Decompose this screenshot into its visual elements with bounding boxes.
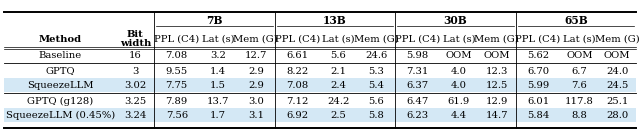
Text: OOM: OOM: [566, 51, 593, 60]
Text: 24.0: 24.0: [606, 67, 628, 76]
Text: 6.01: 6.01: [527, 96, 549, 105]
Text: PPL (C4): PPL (C4): [395, 34, 440, 44]
Text: 6.7: 6.7: [572, 67, 588, 76]
Text: 16: 16: [129, 51, 141, 60]
Text: 13B: 13B: [323, 15, 347, 27]
Text: 7.6: 7.6: [572, 81, 588, 89]
Bar: [4, 78, 636, 92]
Text: 6.47: 6.47: [406, 96, 429, 105]
Text: 3.0: 3.0: [248, 96, 264, 105]
Text: 5.62: 5.62: [527, 51, 549, 60]
Text: Lat (s): Lat (s): [563, 34, 596, 44]
Text: 14.7: 14.7: [485, 110, 508, 119]
Text: 2.9: 2.9: [248, 81, 264, 89]
Text: 5.8: 5.8: [368, 110, 384, 119]
Text: 4.4: 4.4: [451, 110, 467, 119]
Text: 3.24: 3.24: [124, 110, 147, 119]
Text: 5.84: 5.84: [527, 110, 549, 119]
Text: 6.61: 6.61: [286, 51, 308, 60]
Text: 30B: 30B: [444, 15, 467, 27]
Text: 3: 3: [132, 67, 138, 76]
Bar: [4, 108, 636, 122]
Text: SqueezeLLM (0.45%): SqueezeLLM (0.45%): [6, 110, 115, 120]
Text: 3.25: 3.25: [124, 96, 147, 105]
Text: 7.31: 7.31: [406, 67, 429, 76]
Text: 12.3: 12.3: [486, 67, 508, 76]
Text: 61.9: 61.9: [448, 96, 470, 105]
Text: 2.9: 2.9: [248, 67, 264, 76]
Text: 7.08: 7.08: [166, 51, 188, 60]
Text: 8.8: 8.8: [572, 110, 588, 119]
Text: OOM: OOM: [445, 51, 472, 60]
Text: 7.75: 7.75: [166, 81, 188, 89]
Text: 3.02: 3.02: [124, 81, 147, 89]
Text: 3.1: 3.1: [248, 110, 264, 119]
Text: 1.4: 1.4: [210, 67, 226, 76]
Text: 8.22: 8.22: [286, 67, 308, 76]
Text: GPTQ (g128): GPTQ (g128): [27, 96, 93, 106]
Text: GPTQ: GPTQ: [45, 67, 75, 76]
Text: SqueezeLLM: SqueezeLLM: [27, 81, 93, 89]
Text: 12.5: 12.5: [486, 81, 508, 89]
Text: 9.55: 9.55: [166, 67, 188, 76]
Text: 2.5: 2.5: [331, 110, 346, 119]
Text: PPL (C4): PPL (C4): [275, 34, 320, 44]
Text: 7.12: 7.12: [286, 96, 308, 105]
Text: PPL (C4): PPL (C4): [515, 34, 561, 44]
Text: 6.92: 6.92: [286, 110, 308, 119]
Text: 24.5: 24.5: [606, 81, 628, 89]
Text: 5.3: 5.3: [368, 67, 384, 76]
Text: 5.4: 5.4: [368, 81, 384, 89]
Text: 1.5: 1.5: [210, 81, 226, 89]
Text: 7.89: 7.89: [166, 96, 188, 105]
Text: Lat (s): Lat (s): [443, 34, 476, 44]
Text: 24.6: 24.6: [365, 51, 387, 60]
Text: OOM: OOM: [604, 51, 630, 60]
Text: 7.56: 7.56: [166, 110, 188, 119]
Text: 12.7: 12.7: [244, 51, 267, 60]
Text: Method: Method: [38, 34, 82, 44]
Text: 6.37: 6.37: [406, 81, 429, 89]
Text: 13.7: 13.7: [207, 96, 229, 105]
Text: 25.1: 25.1: [606, 96, 628, 105]
Text: 2.1: 2.1: [330, 67, 346, 76]
Text: Mem (G): Mem (G): [595, 34, 639, 44]
Text: Lat (s): Lat (s): [202, 34, 234, 44]
Text: 5.6: 5.6: [331, 51, 346, 60]
Text: Baseline: Baseline: [38, 51, 82, 60]
Text: 6.23: 6.23: [406, 110, 429, 119]
Text: 5.99: 5.99: [527, 81, 549, 89]
Text: 12.9: 12.9: [486, 96, 508, 105]
Text: 5.98: 5.98: [406, 51, 429, 60]
Text: OOM: OOM: [483, 51, 510, 60]
Text: 3.2: 3.2: [210, 51, 226, 60]
Text: 28.0: 28.0: [606, 110, 628, 119]
Text: 117.8: 117.8: [565, 96, 594, 105]
Text: 5.6: 5.6: [369, 96, 384, 105]
Text: 65B: 65B: [564, 15, 588, 27]
Text: 6.70: 6.70: [527, 67, 549, 76]
Text: 24.2: 24.2: [327, 96, 349, 105]
Text: 4.0: 4.0: [451, 67, 467, 76]
Text: PPL (C4): PPL (C4): [154, 34, 199, 44]
Text: Mem (G): Mem (G): [354, 34, 399, 44]
Text: Bit
width: Bit width: [120, 30, 151, 48]
Text: 4.0: 4.0: [451, 81, 467, 89]
Text: 2.4: 2.4: [330, 81, 346, 89]
Text: Mem (G): Mem (G): [474, 34, 519, 44]
Text: Mem (G): Mem (G): [234, 34, 278, 44]
Text: 7B: 7B: [206, 15, 223, 27]
Text: 7.08: 7.08: [286, 81, 308, 89]
Text: 1.7: 1.7: [210, 110, 226, 119]
Text: Lat (s): Lat (s): [322, 34, 355, 44]
